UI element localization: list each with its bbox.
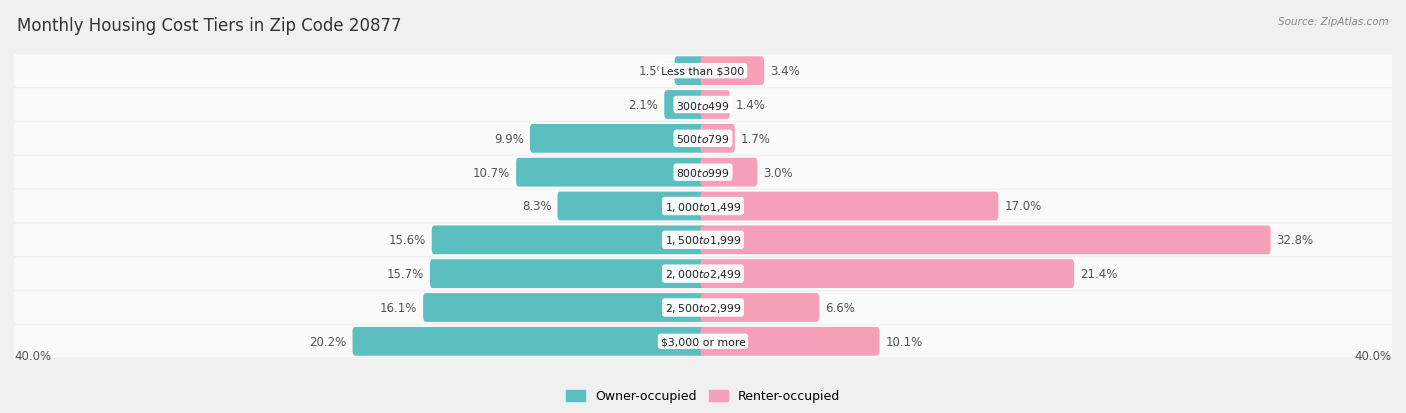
FancyBboxPatch shape <box>0 89 1406 121</box>
Text: 1.7%: 1.7% <box>741 133 770 145</box>
FancyBboxPatch shape <box>0 55 1406 88</box>
Text: $300 to $499: $300 to $499 <box>676 99 730 111</box>
Text: 1.5%: 1.5% <box>638 65 669 78</box>
FancyBboxPatch shape <box>432 226 706 254</box>
Text: 16.1%: 16.1% <box>380 301 418 314</box>
FancyBboxPatch shape <box>700 125 735 153</box>
FancyBboxPatch shape <box>0 292 1406 324</box>
FancyBboxPatch shape <box>700 226 1271 254</box>
Text: 40.0%: 40.0% <box>1355 349 1392 363</box>
Text: 10.1%: 10.1% <box>886 335 922 348</box>
FancyBboxPatch shape <box>557 192 706 221</box>
Text: 10.7%: 10.7% <box>472 166 510 179</box>
Text: Less than $300: Less than $300 <box>661 66 745 76</box>
Text: $500 to $799: $500 to $799 <box>676 133 730 145</box>
FancyBboxPatch shape <box>664 91 706 120</box>
FancyBboxPatch shape <box>353 327 706 356</box>
FancyBboxPatch shape <box>0 325 1406 358</box>
Text: $1,500 to $1,999: $1,500 to $1,999 <box>665 234 741 247</box>
FancyBboxPatch shape <box>0 123 1406 155</box>
FancyBboxPatch shape <box>675 57 706 86</box>
FancyBboxPatch shape <box>423 293 706 322</box>
Text: 17.0%: 17.0% <box>1004 200 1042 213</box>
Text: Source: ZipAtlas.com: Source: ZipAtlas.com <box>1278 17 1389 26</box>
Text: 32.8%: 32.8% <box>1277 234 1313 247</box>
FancyBboxPatch shape <box>700 293 820 322</box>
Text: Monthly Housing Cost Tiers in Zip Code 20877: Monthly Housing Cost Tiers in Zip Code 2… <box>17 17 401 34</box>
FancyBboxPatch shape <box>0 157 1406 189</box>
Text: 8.3%: 8.3% <box>522 200 551 213</box>
FancyBboxPatch shape <box>700 91 730 120</box>
Text: 40.0%: 40.0% <box>14 349 51 363</box>
Text: 6.6%: 6.6% <box>825 301 855 314</box>
Text: 2.1%: 2.1% <box>628 99 658 112</box>
FancyBboxPatch shape <box>516 159 706 187</box>
FancyBboxPatch shape <box>700 159 758 187</box>
Text: 3.0%: 3.0% <box>763 166 793 179</box>
Text: 15.6%: 15.6% <box>388 234 426 247</box>
FancyBboxPatch shape <box>700 327 880 356</box>
FancyBboxPatch shape <box>700 57 763 86</box>
FancyBboxPatch shape <box>0 224 1406 256</box>
FancyBboxPatch shape <box>700 192 998 221</box>
FancyBboxPatch shape <box>530 125 706 153</box>
Text: 15.7%: 15.7% <box>387 268 425 280</box>
Text: 20.2%: 20.2% <box>309 335 346 348</box>
Text: $1,000 to $1,499: $1,000 to $1,499 <box>665 200 741 213</box>
FancyBboxPatch shape <box>700 260 1074 288</box>
Text: 21.4%: 21.4% <box>1080 268 1118 280</box>
Text: $2,000 to $2,499: $2,000 to $2,499 <box>665 268 741 280</box>
Legend: Owner-occupied, Renter-occupied: Owner-occupied, Renter-occupied <box>561 385 845 408</box>
FancyBboxPatch shape <box>430 260 706 288</box>
Text: $3,000 or more: $3,000 or more <box>661 337 745 347</box>
FancyBboxPatch shape <box>0 190 1406 223</box>
Text: 3.4%: 3.4% <box>770 65 800 78</box>
Text: 9.9%: 9.9% <box>494 133 524 145</box>
FancyBboxPatch shape <box>0 258 1406 290</box>
Text: 1.4%: 1.4% <box>735 99 766 112</box>
Text: $800 to $999: $800 to $999 <box>676 167 730 179</box>
Text: $2,500 to $2,999: $2,500 to $2,999 <box>665 301 741 314</box>
